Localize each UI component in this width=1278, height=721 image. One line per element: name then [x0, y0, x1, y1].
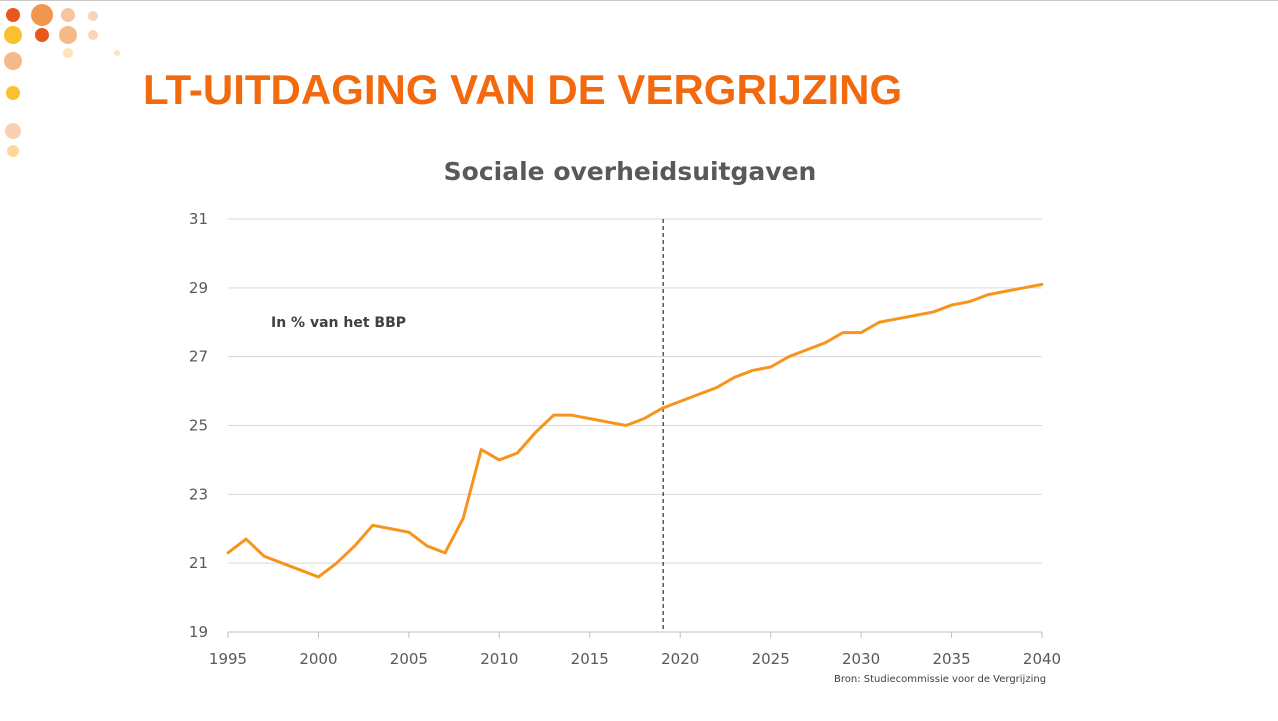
y-tick-label: 19: [189, 623, 208, 641]
deco-dot: [63, 48, 73, 58]
x-tick-label: 2000: [299, 650, 337, 668]
deco-dot: [4, 52, 22, 70]
series-line: [226, 282, 1044, 579]
y-tick-label: 23: [189, 485, 208, 503]
x-tick-label: 2040: [1023, 650, 1061, 668]
x-tick-label: 1995: [209, 650, 247, 668]
y-tick-label: 21: [189, 554, 208, 572]
x-tick-label: 2005: [390, 650, 428, 668]
top-border: [0, 0, 1278, 1]
deco-dot: [35, 28, 49, 42]
deco-dot: [31, 4, 53, 26]
deco-dot: [59, 26, 77, 44]
decorative-dots-logo: [4, 4, 120, 157]
deco-dot: [61, 8, 75, 22]
chart-title: Sociale overheidsuitgaven: [443, 157, 817, 186]
deco-dot: [114, 50, 120, 56]
unit-annotation: In % van het BBP: [271, 315, 406, 331]
deco-dot: [7, 145, 19, 157]
x-tick-label: 2015: [571, 650, 609, 668]
y-tick-label: 27: [189, 348, 208, 366]
deco-dot: [88, 11, 98, 21]
deco-dot: [5, 123, 21, 139]
x-tick-label: 2010: [480, 650, 518, 668]
deco-dot: [6, 8, 20, 22]
y-tick-label: 31: [189, 210, 208, 228]
x-tick-label: 2020: [661, 650, 699, 668]
x-tick-label: 2030: [842, 650, 880, 668]
y-tick-label: 29: [189, 279, 208, 297]
slide-title: LT-UITDAGING VAN DE VERGRIJZING: [143, 66, 903, 113]
x-tick-label: 2025: [752, 650, 790, 668]
deco-dot: [4, 26, 22, 44]
source-note: Bron: Studiecommissie voor de Vergrijzin…: [834, 674, 1047, 685]
deco-dot: [6, 86, 20, 100]
y-tick-label: 25: [189, 417, 208, 435]
deco-dot: [88, 30, 98, 40]
x-tick-label: 2035: [932, 650, 970, 668]
